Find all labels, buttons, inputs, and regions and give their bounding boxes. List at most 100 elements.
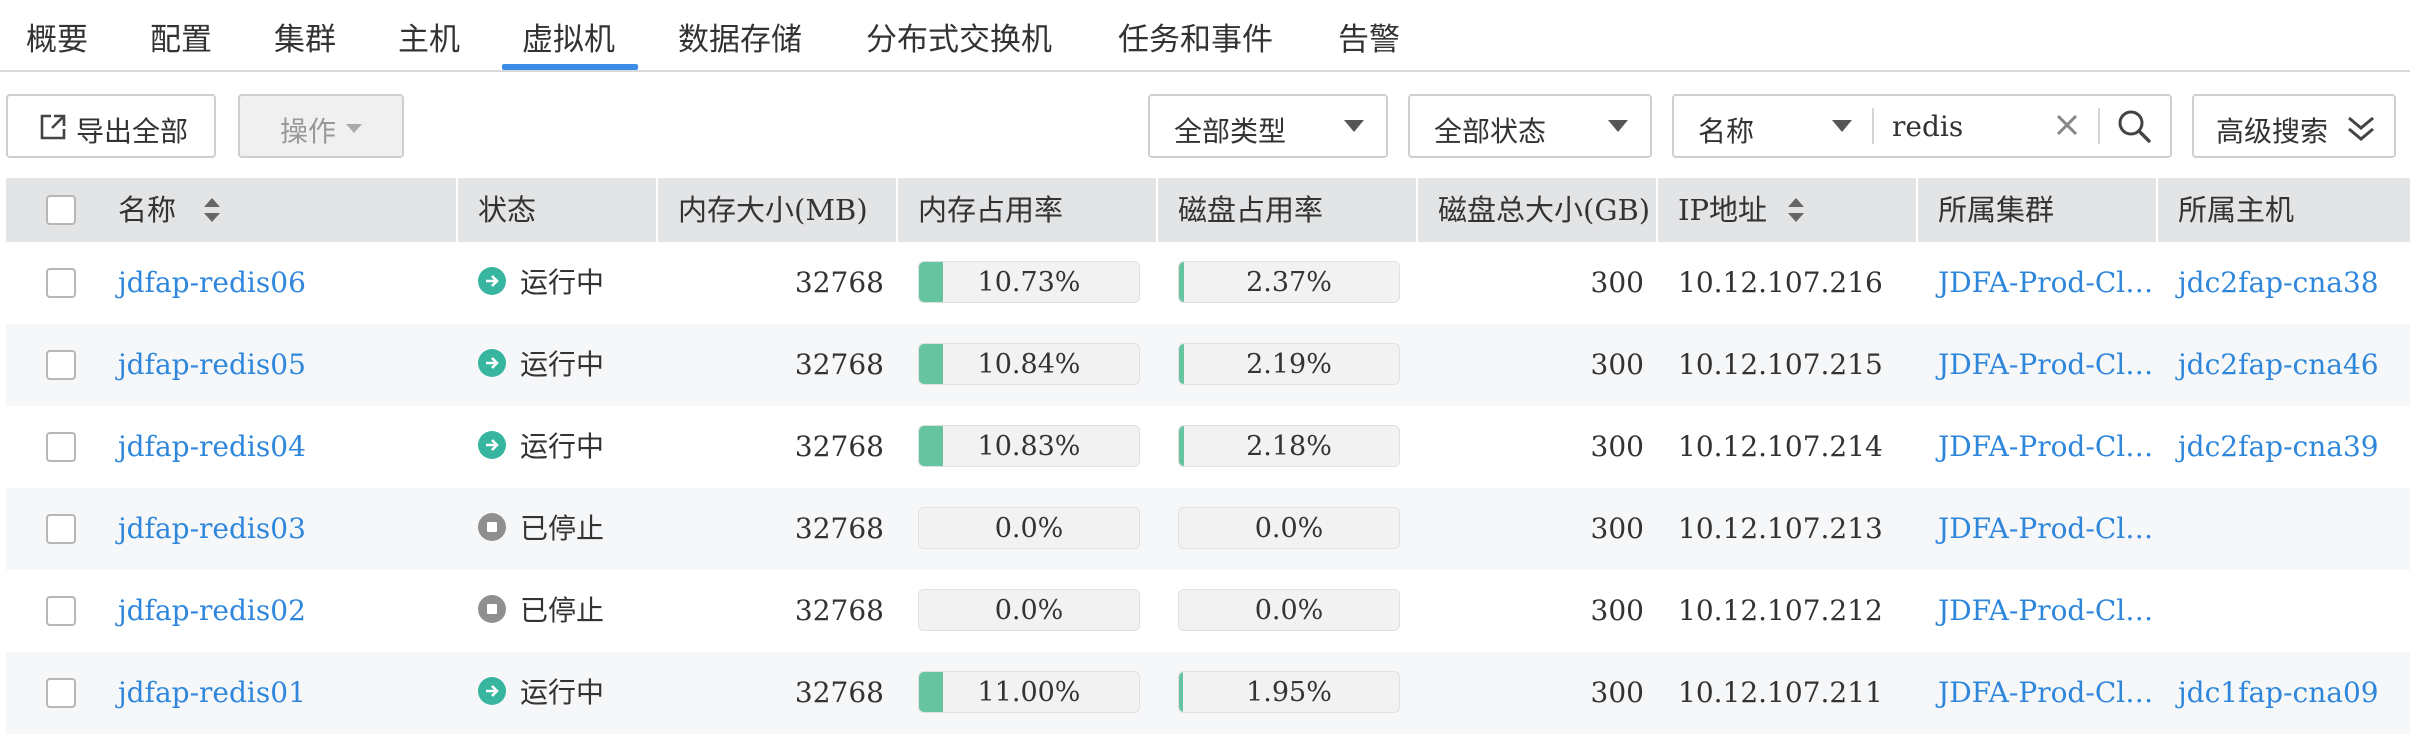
memory-size: 32768 [794, 348, 884, 381]
disk-usage-text: 2.18% [1246, 431, 1332, 462]
status-text: 已停止 [520, 594, 605, 627]
memory-size: 32768 [794, 430, 884, 463]
status-text: 运行中 [520, 348, 605, 381]
table-row[interactable]: jdfap-redis02 已停止 32768 0.0% 0.0% 300 10.12.10… [6, 570, 2410, 652]
cluster-link[interactable]: JDFA-Prod-Cl… [1938, 348, 2154, 381]
column-separator [456, 178, 458, 242]
column-header-cluster: 所属集群 [1938, 193, 2055, 227]
column-header-memory: 内存大小(MB) [678, 193, 868, 227]
memory-size: 32768 [794, 512, 884, 545]
table-row[interactable]: jdfap-redis01 运行中 32768 11.00% 1.95% 300 10.12… [6, 652, 2410, 734]
search-box: 名称 redis [1672, 94, 2172, 158]
disk-total: 300 [1590, 594, 1644, 627]
search-field-select[interactable]: 名称 [1674, 96, 1870, 156]
host-link[interactable]: jdc2fap-cna38 [2178, 266, 2379, 299]
ip-address: 10.12.107.216 [1678, 266, 1883, 299]
mem-usage-bar: 0.0% [918, 507, 1140, 549]
vm-name-link[interactable]: jdfap-redis03 [118, 512, 306, 545]
mem-usage-text: 10.83% [977, 431, 1081, 462]
search-input[interactable]: redis [1892, 110, 1964, 143]
column-separator [1156, 178, 1158, 242]
row-checkbox[interactable] [46, 514, 76, 544]
row-checkbox[interactable] [46, 268, 76, 298]
disk-total: 300 [1590, 676, 1644, 709]
host-link[interactable]: jdc1fap-cna09 [2178, 676, 2379, 709]
memory-size: 32768 [794, 594, 884, 627]
disk-total: 300 [1590, 512, 1644, 545]
vm-name-link[interactable]: jdfap-redis04 [118, 430, 306, 463]
disk-usage-bar: 2.18% [1178, 425, 1400, 467]
host-link[interactable]: jdc2fap-cna46 [2178, 348, 2379, 381]
export-icon [38, 112, 68, 142]
select-all-checkbox[interactable] [46, 195, 76, 225]
search-icon[interactable] [2116, 108, 2152, 144]
disk-usage-text: 1.95% [1246, 677, 1332, 708]
tab-vm[interactable]: 虚拟机 [522, 22, 615, 58]
row-checkbox[interactable] [46, 432, 76, 462]
vm-name-link[interactable]: jdfap-redis02 [118, 594, 306, 627]
status-text: 已停止 [520, 512, 605, 545]
tab-config[interactable]: 配置 [150, 22, 212, 58]
ip-address: 10.12.107.215 [1678, 348, 1883, 381]
disk-usage-text: 0.0% [1254, 595, 1324, 626]
action-dropdown-button[interactable]: 操作 [238, 94, 404, 158]
memory-size: 32768 [794, 676, 884, 709]
memory-size: 32768 [794, 266, 884, 299]
vm-name-link[interactable]: jdfap-redis01 [118, 676, 306, 709]
cluster-link[interactable]: JDFA-Prod-Cl… [1938, 430, 2154, 463]
tab-cluster[interactable]: 集群 [274, 22, 336, 58]
disk-usage-fill [1179, 426, 1184, 466]
sort-icon[interactable] [202, 196, 222, 224]
running-status-icon [478, 677, 506, 705]
row-checkbox[interactable] [46, 678, 76, 708]
type-filter-select[interactable]: 全部类型 [1148, 94, 1388, 158]
column-header-name[interactable]: 名称 [118, 193, 177, 227]
clear-icon[interactable] [2054, 112, 2080, 138]
column-separator [2156, 178, 2158, 242]
export-all-button[interactable]: 导出全部 [6, 94, 216, 158]
table-row[interactable]: jdfap-redis05 运行中 32768 10.84% 2.19% 300 10.12… [6, 324, 2410, 406]
column-separator [896, 178, 898, 242]
tab-host[interactable]: 主机 [398, 22, 460, 58]
row-checkbox[interactable] [46, 596, 76, 626]
disk-usage-fill [1179, 672, 1184, 712]
status-text: 运行中 [520, 676, 605, 709]
advanced-search-button[interactable]: 高级搜索 [2192, 94, 2396, 158]
running-status-icon [478, 267, 506, 295]
column-header-ip[interactable]: IP地址 [1678, 193, 1767, 227]
host-link[interactable]: jdc2fap-cna39 [2178, 430, 2379, 463]
sort-icon[interactable] [1786, 196, 1806, 224]
vm-name-link[interactable]: jdfap-redis05 [118, 348, 306, 381]
column-separator [1916, 178, 1918, 242]
column-header-disk-usage: 磁盘占用率 [1178, 193, 1324, 227]
type-filter-value: 全部类型 [1174, 115, 1287, 148]
stopped-status-icon [478, 595, 506, 623]
tab-overview[interactable]: 概要 [26, 22, 88, 58]
status-text: 运行中 [520, 266, 605, 299]
cluster-link[interactable]: JDFA-Prod-Cl… [1938, 676, 2154, 709]
mem-usage-fill [919, 262, 943, 302]
active-tab-underline [502, 64, 638, 70]
ip-address: 10.12.107.211 [1678, 676, 1883, 709]
cluster-link[interactable]: JDFA-Prod-Cl… [1938, 266, 2154, 299]
status-filter-select[interactable]: 全部状态 [1408, 94, 1652, 158]
tab-alarms[interactable]: 告警 [1338, 22, 1400, 58]
chevron-down-icon [1832, 120, 1852, 132]
disk-usage-bar: 0.0% [1178, 507, 1400, 549]
chevron-down-icon [1608, 120, 1628, 132]
tab-tasks-events[interactable]: 任务和事件 [1118, 22, 1273, 58]
table-row[interactable]: jdfap-redis03 已停止 32768 0.0% 0.0% 300 10.12.10… [6, 488, 2410, 570]
vm-name-link[interactable]: jdfap-redis06 [118, 266, 306, 299]
table-row[interactable]: jdfap-redis04 运行中 32768 10.83% 2.18% 300 10.12… [6, 406, 2410, 488]
cluster-link[interactable]: JDFA-Prod-Cl… [1938, 512, 2154, 545]
mem-usage-fill [919, 344, 943, 384]
table-row[interactable]: jdfap-redis06 运行中 32768 10.73% 2.37% 300 10.12… [6, 242, 2410, 324]
row-checkbox[interactable] [46, 350, 76, 380]
status-text: 运行中 [520, 430, 605, 463]
disk-usage-fill [1179, 344, 1184, 384]
cluster-link[interactable]: JDFA-Prod-Cl… [1938, 594, 2154, 627]
tab-datastore[interactable]: 数据存储 [678, 22, 802, 58]
disk-total: 300 [1590, 430, 1644, 463]
tab-dvswitch[interactable]: 分布式交换机 [866, 22, 1052, 58]
mem-usage-fill [919, 426, 943, 466]
